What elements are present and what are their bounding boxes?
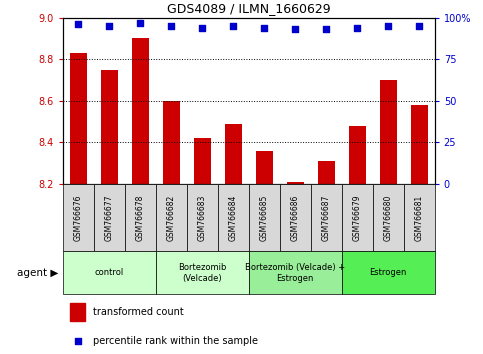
Bar (342, 184, 373, 251)
Text: Bortezomib (Velcade) +
Estrogen: Bortezomib (Velcade) + Estrogen (245, 263, 345, 282)
Point (322, 27, 330, 32)
Text: GSM766679: GSM766679 (353, 194, 362, 241)
Text: GSM766687: GSM766687 (322, 194, 331, 241)
Text: GSM766681: GSM766681 (415, 195, 424, 241)
Bar (349, 126, 366, 184)
Bar (218, 184, 249, 251)
Point (136, 20, 144, 25)
Bar (249, 251, 342, 294)
Bar (63, 251, 156, 294)
Bar (342, 251, 435, 294)
Point (384, 23, 392, 29)
Point (291, 27, 299, 32)
Text: GSM766683: GSM766683 (198, 194, 207, 241)
Text: Bortezomib
(Velcade): Bortezomib (Velcade) (178, 263, 227, 282)
Bar (404, 184, 435, 251)
Point (74, 22, 82, 27)
Point (260, 25, 268, 30)
Point (74, 338, 82, 344)
Point (168, 23, 175, 29)
Text: agent ▶: agent ▶ (16, 268, 58, 278)
Text: GSM766685: GSM766685 (260, 194, 269, 241)
Bar (380, 80, 397, 184)
Text: GSM766682: GSM766682 (167, 195, 176, 241)
Bar (125, 184, 156, 251)
Bar (156, 251, 249, 294)
Bar (187, 184, 218, 251)
Bar (63, 184, 94, 251)
Text: GSM766684: GSM766684 (229, 194, 238, 241)
Text: GSM766680: GSM766680 (384, 194, 393, 241)
Bar (194, 138, 211, 184)
Bar (70, 303, 85, 321)
Bar (280, 184, 311, 251)
Text: GSM766677: GSM766677 (105, 194, 114, 241)
Bar (411, 105, 428, 184)
Bar (101, 70, 118, 184)
Bar (163, 101, 180, 184)
Bar (70, 53, 87, 184)
Bar (94, 184, 125, 251)
Point (415, 23, 423, 29)
Text: GSM766676: GSM766676 (74, 194, 83, 241)
Text: transformed count: transformed count (93, 307, 183, 317)
Text: Estrogen: Estrogen (369, 268, 407, 277)
Point (354, 25, 361, 30)
Bar (318, 161, 335, 184)
Text: GSM766686: GSM766686 (291, 194, 300, 241)
Bar (256, 151, 273, 184)
Bar (373, 184, 404, 251)
Bar (225, 124, 242, 184)
Bar (156, 184, 187, 251)
Point (229, 23, 237, 29)
Bar (249, 184, 280, 251)
Text: control: control (95, 268, 124, 277)
Bar (287, 182, 304, 184)
Point (199, 25, 206, 30)
Title: GDS4089 / ILMN_1660629: GDS4089 / ILMN_1660629 (167, 2, 330, 15)
Text: GSM766678: GSM766678 (136, 194, 145, 241)
Bar (311, 184, 342, 251)
Bar (132, 39, 149, 184)
Text: percentile rank within the sample: percentile rank within the sample (93, 336, 257, 346)
Point (105, 23, 113, 29)
